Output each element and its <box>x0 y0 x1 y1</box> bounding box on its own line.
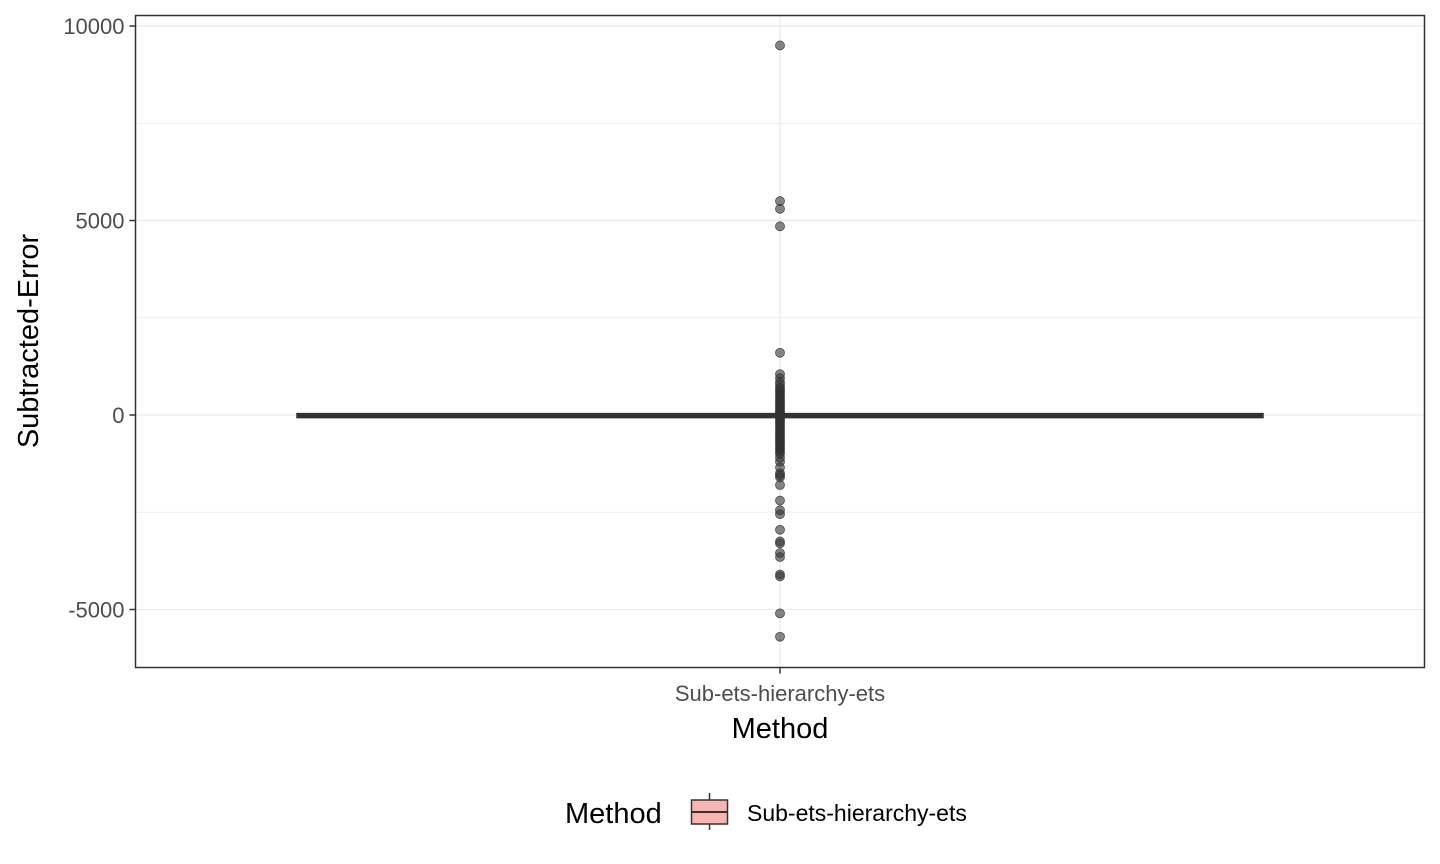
y-tick-label: 10000 <box>63 14 124 39</box>
outlier-point <box>775 571 785 582</box>
outlier-point <box>775 40 785 51</box>
outlier-point <box>775 509 785 520</box>
outlier-point <box>775 203 785 214</box>
legend-key-icon <box>690 793 729 830</box>
y-tick-label: 5000 <box>76 209 125 234</box>
outlier-cluster <box>775 389 785 454</box>
outlier-point <box>775 608 785 619</box>
outlier-point <box>775 524 785 535</box>
legend-entry-label: Sub-ets-hierarchy-ets <box>747 800 967 826</box>
box-Sub-ets-hierarchy-ets <box>296 40 1264 642</box>
outlier-point <box>775 631 785 642</box>
outlier-point <box>775 221 785 232</box>
outlier-point <box>775 552 785 562</box>
y-tick-label: 0 <box>112 403 124 428</box>
y-axis-title: Subtracted-Error <box>13 233 45 448</box>
outlier-point <box>775 495 785 506</box>
legend-title: Method <box>565 798 662 830</box>
y-tick-label: -5000 <box>68 598 124 623</box>
legend: Method Sub-ets-hierarchy-ets <box>565 793 967 830</box>
outlier-point <box>775 480 785 490</box>
plot-area <box>296 40 1264 642</box>
axes: -5000 0 5000 10000 Sub-ets-hierarchy-ets <box>63 14 885 706</box>
x-axis-title: Method <box>732 713 829 745</box>
outlier-point <box>775 538 785 549</box>
x-tick-label: Sub-ets-hierarchy-ets <box>675 681 885 706</box>
outlier-point <box>775 347 785 358</box>
